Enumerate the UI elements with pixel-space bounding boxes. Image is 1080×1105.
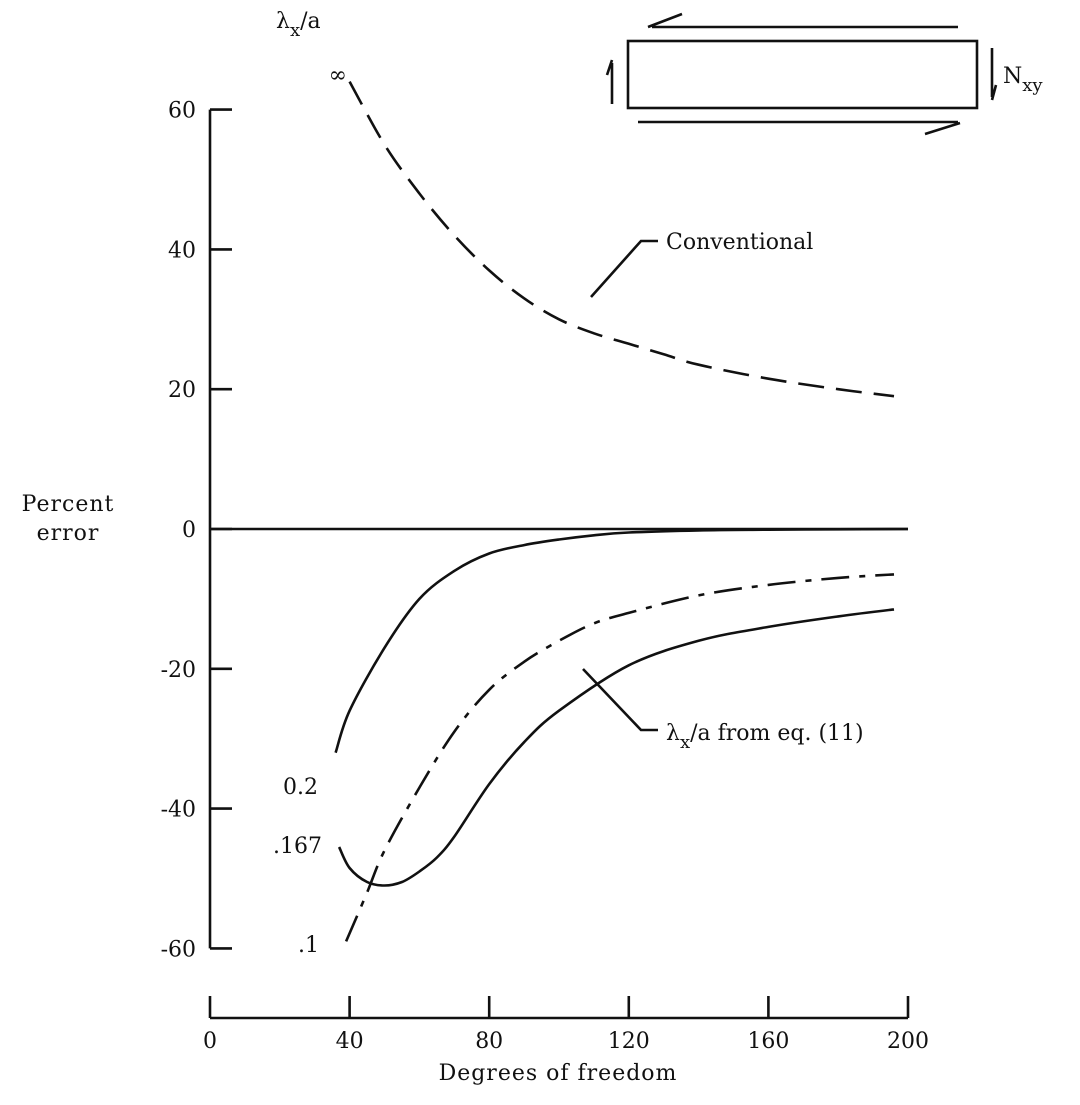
y-tick-label-2: 20	[168, 378, 196, 403]
eq11-annotation: λx/a from eq. (11)	[666, 721, 864, 753]
shear-panel-inset: Nxy	[605, 12, 1043, 136]
legend-title: λx/a	[276, 9, 321, 41]
x-tick-label-2: 80	[475, 1029, 503, 1054]
y-tick-label-5: -40	[161, 798, 196, 823]
x-axis-title: Degrees of freedom	[439, 1061, 678, 1086]
curve-label-0-167: .167	[273, 834, 322, 859]
series-2-line	[344, 573, 895, 942]
curve-label-0-1: .1	[298, 933, 319, 958]
x-tick-label-5: 200	[887, 1029, 929, 1054]
panel-rectangle	[626, 39, 979, 110]
y-tick-label-4: -20	[161, 658, 196, 683]
top-shear-arrow	[647, 12, 958, 29]
bottom-shear-arrow	[638, 120, 961, 136]
y-axis-title-line1: Percent	[22, 492, 115, 517]
series-1-line	[334, 527, 909, 754]
left-shear-arrow	[605, 59, 614, 104]
x-tick-label-0: 0	[203, 1029, 217, 1054]
y-axis-title-line2: error	[37, 521, 100, 546]
series-3-line	[337, 608, 895, 887]
x-tick-label-4: 160	[747, 1029, 789, 1054]
conventional-leader-line	[590, 239, 658, 298]
conventional-annotation: Conventional	[666, 230, 813, 255]
x-tick-label-3: 120	[608, 1029, 650, 1054]
series-0-line	[348, 80, 895, 398]
right-shear-arrow	[990, 48, 998, 101]
y-tick-label-6: -60	[161, 937, 196, 962]
curve-label-0-2: 0.2	[283, 775, 318, 800]
y-tick-label-1: 40	[168, 238, 196, 263]
curves	[334, 80, 909, 942]
y-tick-label-3: 0	[182, 518, 196, 543]
nxy-label: Nxy	[1003, 64, 1043, 96]
y-tick-label-0: 60	[168, 99, 196, 124]
x-tick-label-1: 40	[336, 1029, 364, 1054]
eq11-leader-line	[582, 668, 658, 732]
curve-label-infinity: ∞	[329, 63, 347, 88]
